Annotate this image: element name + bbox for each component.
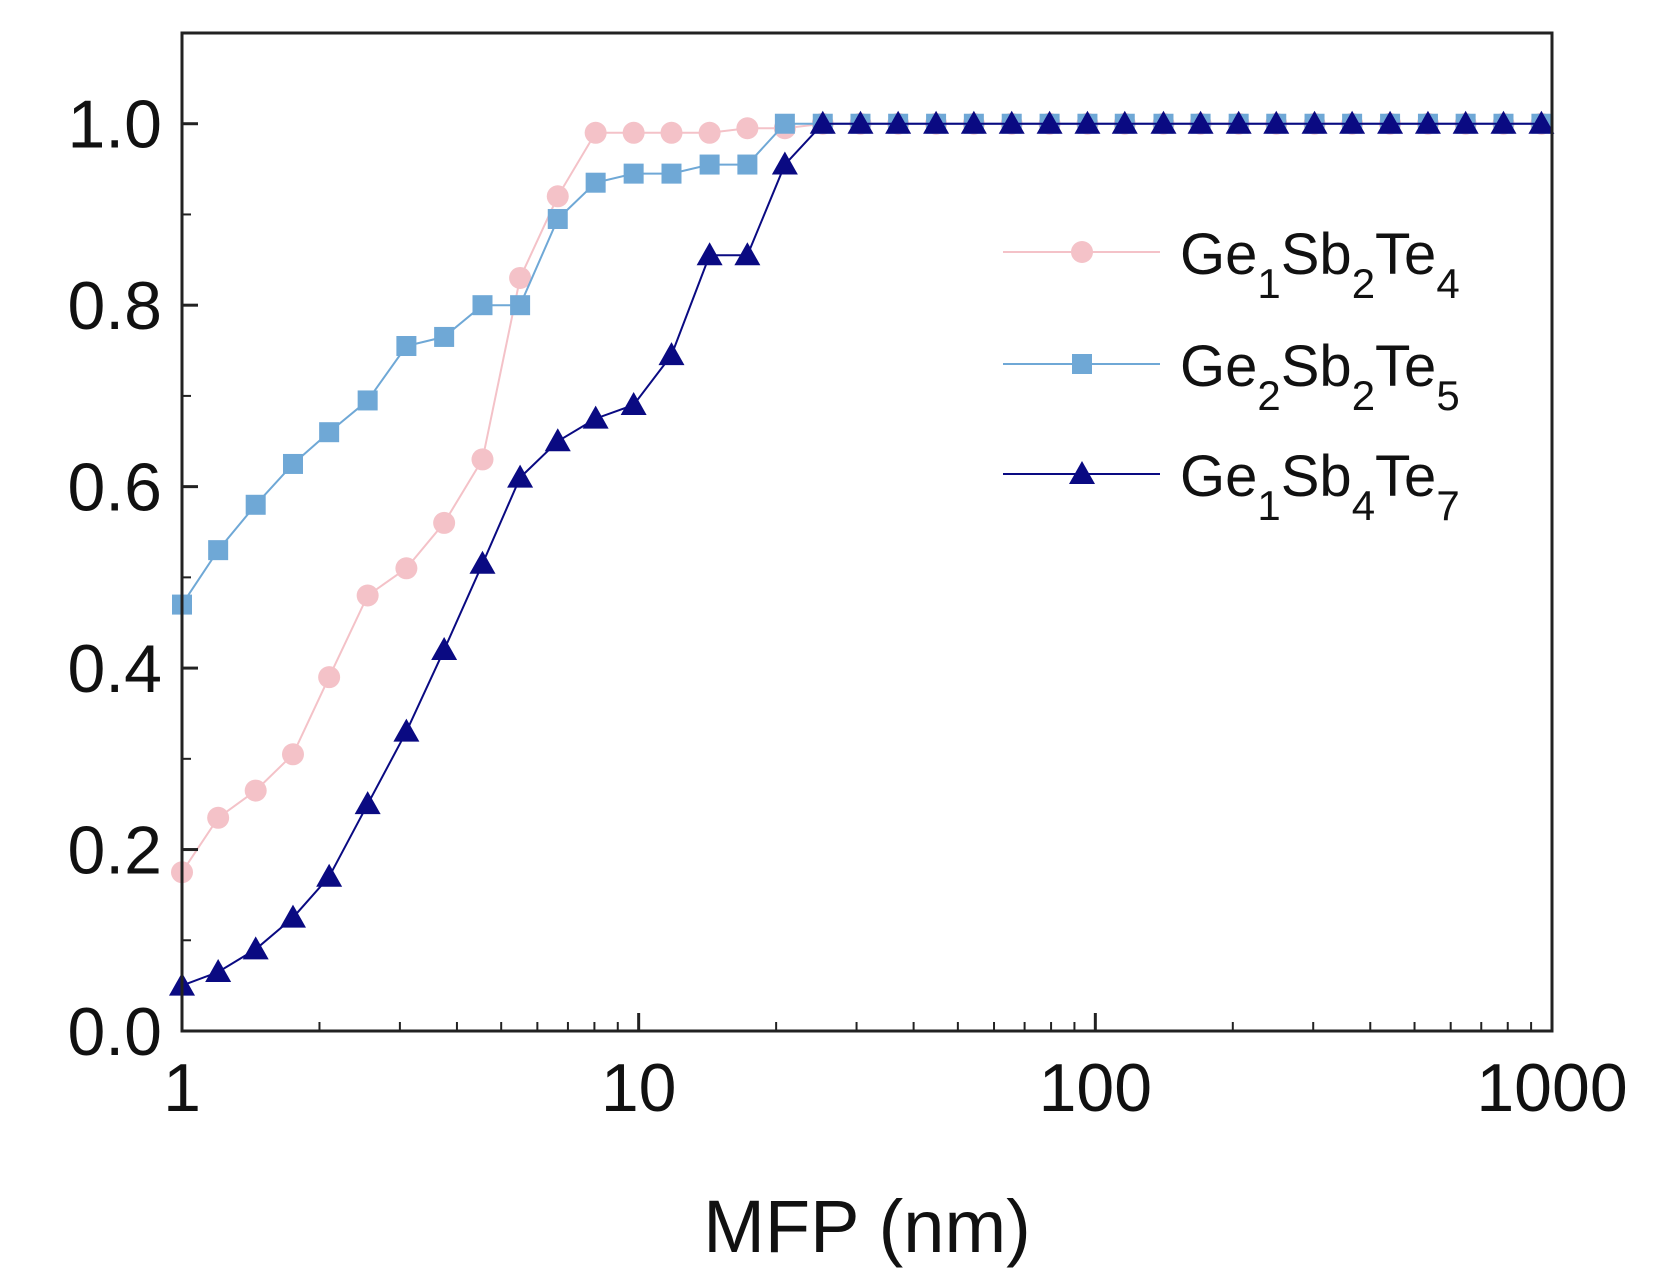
data-point [546,185,569,208]
data-point [245,494,266,515]
data-point [1339,110,1366,134]
data-point [960,110,987,134]
data-point [319,422,340,443]
data-point [582,405,609,429]
data-point [658,342,685,366]
x-axis-title: MFP (nm) [703,1185,1031,1268]
legend-label: Ge1Sb4Te7 [1180,444,1460,529]
legend-marker [1071,241,1093,263]
y-tick-label: 0.2 [67,813,162,889]
legend-entry: Ge2Sb2Te5 [1003,334,1460,419]
x-tick-label: 1 [163,1050,201,1126]
data-point [1150,110,1177,134]
data-point [622,121,645,144]
data-point [1111,110,1138,134]
y-tick-label: 0.8 [67,268,162,344]
x-tick-label: 1000 [1476,1050,1627,1126]
data-point [809,110,836,134]
data-point [316,863,343,887]
data-point [1528,110,1555,134]
data-point [433,511,456,534]
data-point [1225,110,1252,134]
data-point [318,666,341,689]
data-point [1301,110,1328,134]
legend-entry: Ge1Sb2Te4 [1003,222,1460,307]
y-tick-label: 0.6 [67,450,162,526]
data-point [696,242,723,266]
data-point [847,110,874,134]
data-point [431,636,458,660]
legend-marker [1072,354,1092,374]
data-point [1263,110,1290,134]
axes-layer: 1 10 100 1000 0.0 0.2 0.4 0.6 0.8 1.0 [67,87,1627,1126]
data-point [510,295,531,316]
data-point [1452,110,1479,134]
data-point [998,110,1025,134]
data-point [734,242,761,266]
data-point [281,743,304,766]
series-layer [169,110,1555,996]
data-point [357,390,378,411]
data-point [1490,110,1517,134]
legend-label: Ge1Sb2Te4 [1180,222,1460,307]
data-point [885,110,912,134]
data-point [472,295,493,316]
data-point [1377,110,1404,134]
data-point [620,391,647,415]
data-point [1036,110,1063,134]
data-point [242,936,269,960]
data-point [547,208,568,229]
data-point [661,163,682,184]
plot-frame [180,31,1554,1033]
data-point [544,428,571,452]
x-tick-label: 10 [601,1050,677,1126]
y-tick-label: 1.0 [67,87,162,163]
data-point [737,154,758,175]
series-triangle [169,110,1555,996]
data-point [585,172,606,193]
data-point [1187,110,1214,134]
data-point [279,904,306,928]
data-point [282,453,303,474]
data-point [923,110,950,134]
legend-marker [1069,461,1095,484]
legend-label: Ge2Sb2Te5 [1180,334,1460,419]
x-tick-label: 100 [1039,1050,1152,1126]
data-point [395,557,418,580]
data-point [208,540,229,561]
legend-entry: Ge1Sb4Te7 [1003,444,1460,529]
data-point [396,336,417,357]
data-point [699,154,720,175]
data-point [469,550,496,574]
data-point [698,121,721,144]
data-point [434,326,455,347]
data-point [207,806,230,829]
data-point [660,121,683,144]
data-point [623,163,644,184]
data-point [471,448,494,471]
y-tick-label: 0.4 [67,631,162,707]
data-point [584,121,607,144]
y-tick-label: 0.0 [67,994,162,1070]
data-point [354,791,381,815]
data-point [771,151,798,175]
data-point [244,779,267,802]
data-point [1074,110,1101,134]
data-point [509,266,532,289]
data-point [774,113,795,134]
data-point [393,718,420,742]
data-point [507,464,534,488]
data-point [205,959,232,983]
legend: Ge1Sb2Te4 Ge2Sb2Te5 Ge1Sb4Te7 [1003,222,1460,529]
data-point [736,117,759,140]
data-point [1414,110,1441,134]
data-point [356,584,379,607]
